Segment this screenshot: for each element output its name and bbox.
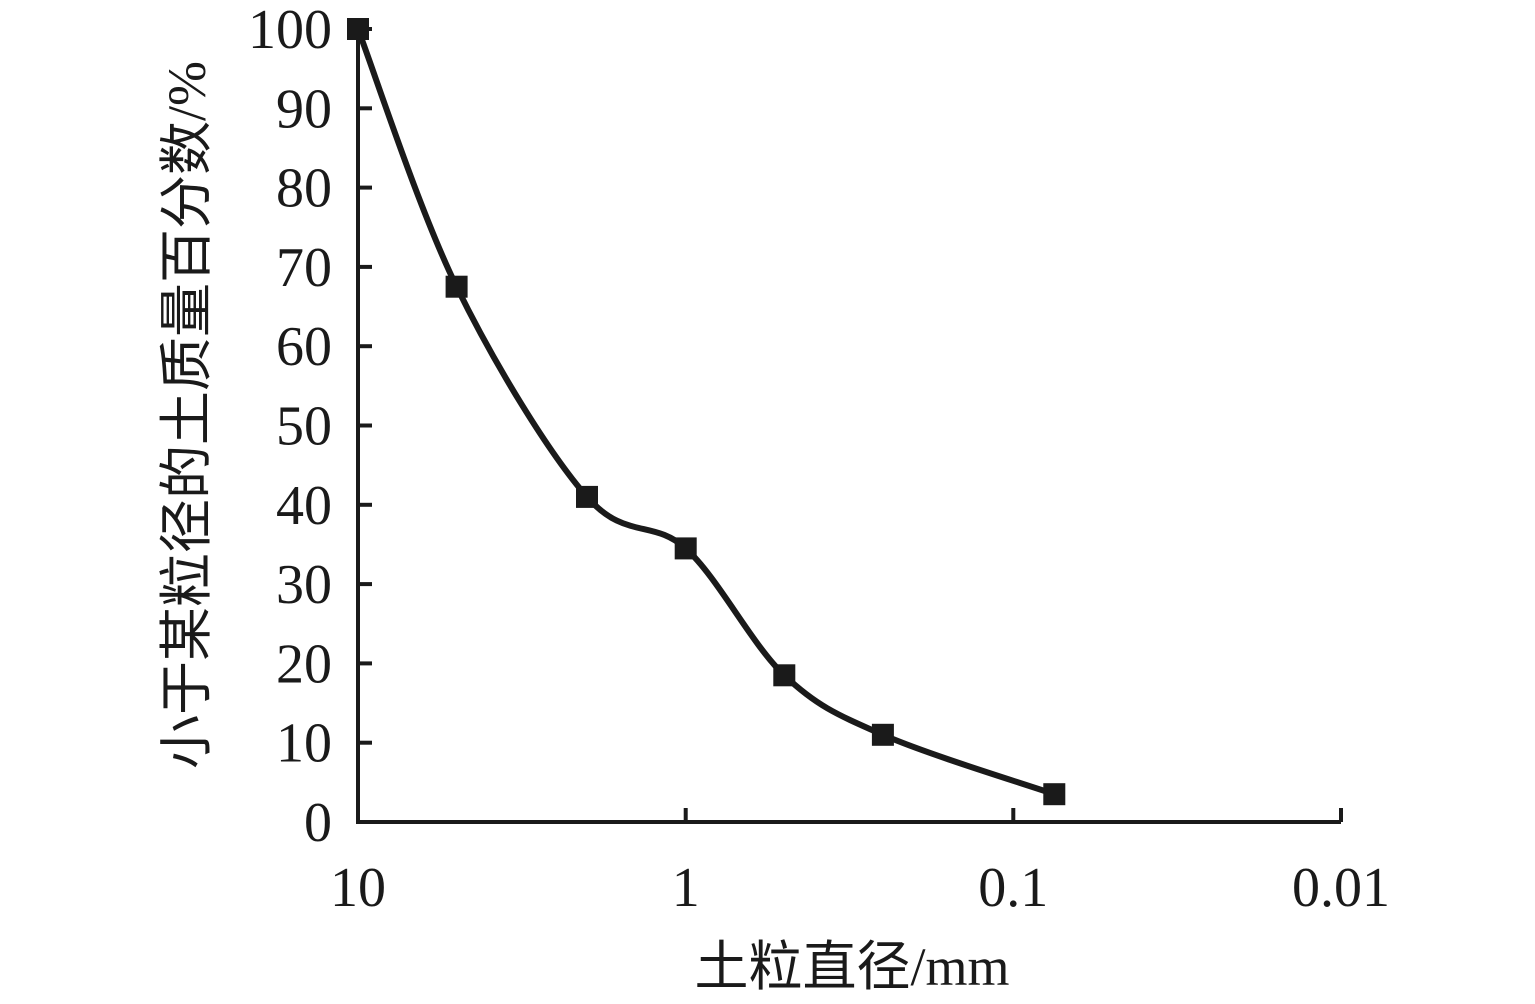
y-tick-label: 10 — [276, 713, 332, 775]
data-point-marker — [1043, 783, 1066, 806]
y-tick-label: 20 — [276, 633, 332, 695]
data-point-marker — [347, 18, 369, 40]
x-axis-title: 土粒直径/mm — [694, 937, 1009, 997]
data-point-marker — [871, 723, 894, 746]
data-point-marker — [773, 664, 796, 687]
y-tick-label: 50 — [276, 396, 332, 458]
y-tick-label: 90 — [276, 78, 332, 140]
y-tick-label: 40 — [276, 475, 332, 537]
y-tick-label: 100 — [248, 0, 332, 61]
y-axis-title: 小于某粒径的土质量百分数/% — [157, 61, 217, 769]
x-tick-label: 0.01 — [1292, 857, 1390, 919]
x-tick-label: 0.1 — [978, 857, 1048, 919]
data-point-marker — [445, 275, 468, 298]
y-tick-label: 80 — [276, 158, 332, 220]
y-tick-label: 0 — [304, 792, 332, 854]
y-tick-label: 70 — [276, 237, 332, 299]
x-tick-label: 1 — [672, 857, 700, 919]
data-point-marker — [576, 485, 598, 508]
axis-lines — [356, 29, 1341, 824]
data-point-marker — [674, 537, 697, 560]
plot-series — [347, 18, 1066, 806]
chart-curve — [355, 27, 1056, 798]
x-tick-label: 10 — [330, 857, 386, 919]
axes — [356, 29, 1341, 824]
axis-ticks — [358, 27, 1343, 822]
y-tick-label: 30 — [276, 554, 332, 616]
y-tick-label: 60 — [276, 316, 332, 378]
